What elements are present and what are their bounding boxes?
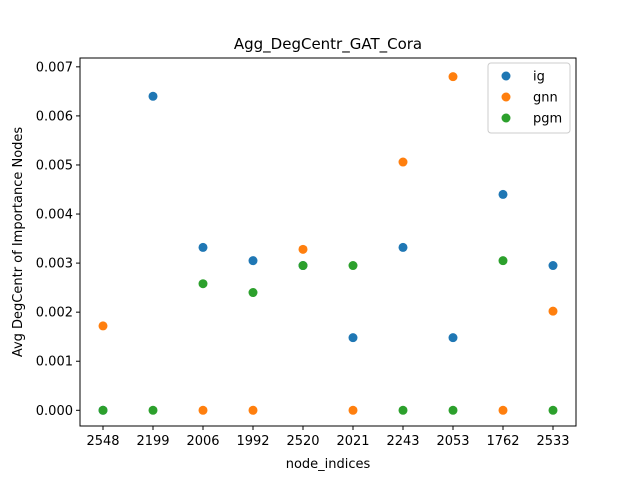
legend-marker-gnn [501,92,511,102]
legend-label-gnn: gnn [533,91,558,106]
legend-marker-ig [501,71,511,81]
x-tick-label: 2199 [136,434,169,449]
point-gnn-2533 [548,306,558,316]
x-tick-label: 2006 [186,434,219,449]
series-pgm [98,256,558,415]
point-pgm-1762 [498,256,508,266]
legend-label-pgm: pgm [533,112,562,127]
point-pgm-2021 [348,261,358,271]
point-ig-2053 [448,333,458,343]
chart-title: Agg_DegCentr_GAT_Cora [234,35,422,54]
point-gnn-2520 [298,244,308,254]
point-ig-2021 [348,333,358,343]
legend: ig gnn pgm [487,62,571,134]
point-ig-2243 [398,242,408,252]
point-pgm-2053 [448,405,458,415]
series-gnn [98,72,558,415]
x-tick-label: 2548 [86,434,119,449]
point-ig-2006 [198,242,208,252]
point-pgm-1992 [248,288,258,298]
x-tick-label: 2520 [286,434,319,449]
x-axis-title: node_indices [286,457,371,472]
point-pgm-2243 [398,405,408,415]
point-gnn-2021 [348,405,358,415]
y-tick-label: 0.005 [36,158,73,173]
point-gnn-1762 [498,405,508,415]
point-ig-1992 [248,256,258,266]
x-tick-label: 1992 [236,434,269,449]
point-pgm-2520 [298,261,308,271]
legend-label-ig: ig [533,70,545,85]
x-tick-label: 2533 [536,434,569,449]
x-tick-label: 2243 [386,434,419,449]
y-axis-title: Avg DegCentr of Importance Nodes [11,127,26,358]
point-gnn-2006 [198,405,208,415]
plot-points [98,72,558,415]
y-tick-label: 0.007 [36,60,73,75]
legend-marker-pgm [501,113,511,123]
y-tick-label: 0.002 [36,306,73,321]
x-tick-label: 2053 [436,434,469,449]
point-pgm-2533 [548,405,558,415]
point-ig-1762 [498,189,508,199]
y-tick-label: 0.004 [36,208,73,223]
point-gnn-2053 [448,72,458,82]
plot-frame [79,57,577,427]
axes-ticks: 0.000 0.001 0.002 0.003 0.004 0.005 0.006 0.007… [36,60,570,449]
point-gnn-1992 [248,405,258,415]
point-pgm-2006 [198,279,208,289]
point-gnn-2243 [398,157,408,167]
y-tick-label: 0.006 [36,109,73,124]
point-gnn-2548 [98,321,108,331]
x-tick-label: 1762 [486,434,519,449]
y-tick-label: 0.000 [36,404,73,419]
y-tick-label: 0.001 [36,355,73,370]
point-pgm-2548 [98,405,108,415]
point-ig-2199 [148,91,158,101]
point-pgm-2199 [148,405,158,415]
x-tick-label: 2021 [336,434,369,449]
y-tick-label: 0.003 [36,257,73,272]
point-ig-2533 [548,261,558,271]
